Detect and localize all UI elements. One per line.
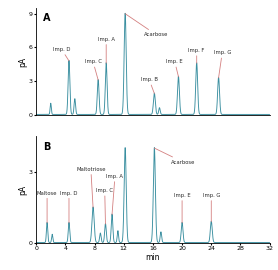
Text: Imp. C: Imp. C xyxy=(96,188,113,224)
Text: Maltotriose: Maltotriose xyxy=(76,167,106,207)
Text: Imp. B: Imp. B xyxy=(141,77,158,93)
Text: Imp. D: Imp. D xyxy=(53,47,70,61)
Text: Imp. G: Imp. G xyxy=(203,193,220,222)
Y-axis label: pA: pA xyxy=(18,185,27,195)
Text: Imp. A: Imp. A xyxy=(106,174,123,215)
Text: Imp. E: Imp. E xyxy=(174,193,190,223)
Text: Acarbose: Acarbose xyxy=(125,14,168,37)
Text: Imp. C: Imp. C xyxy=(85,59,101,80)
Y-axis label: pA: pA xyxy=(18,56,27,66)
X-axis label: min: min xyxy=(146,253,160,262)
Text: Imp. G: Imp. G xyxy=(214,50,231,78)
Text: Imp. E: Imp. E xyxy=(167,59,183,77)
Text: Imp. A: Imp. A xyxy=(98,37,115,63)
Text: Acarbose: Acarbose xyxy=(154,148,195,165)
Text: B: B xyxy=(43,141,51,151)
Text: Maltose: Maltose xyxy=(37,191,57,223)
Text: A: A xyxy=(43,14,51,23)
Text: Imp. F: Imp. F xyxy=(188,48,205,63)
Text: Imp. D: Imp. D xyxy=(60,191,78,223)
